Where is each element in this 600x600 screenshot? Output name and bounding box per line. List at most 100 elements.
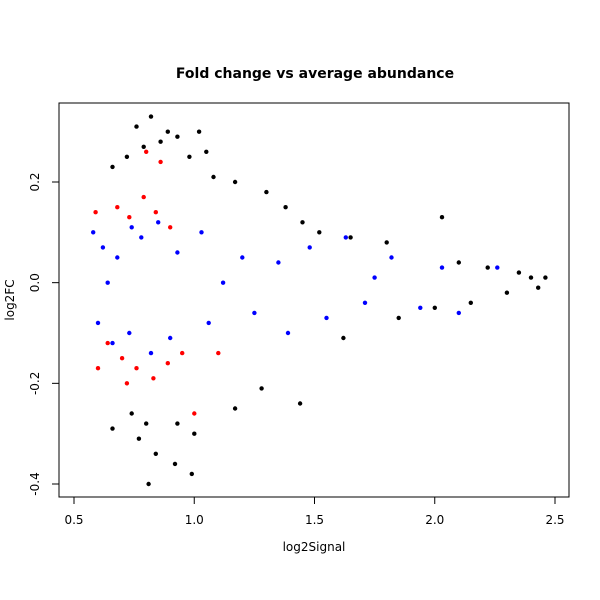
data-point-all-points-28 bbox=[136, 436, 142, 441]
data-point-highlighted-blue-4 bbox=[139, 235, 144, 240]
data-point-all-points-6 bbox=[141, 144, 146, 149]
data-point-all-points-20 bbox=[456, 260, 461, 265]
data-point-highlighted-red-17 bbox=[216, 350, 221, 356]
data-point-highlighted-blue-25 bbox=[418, 305, 423, 310]
x-tick-label-0: 0.5 bbox=[64, 513, 83, 527]
data-point-highlighted-blue-21 bbox=[252, 310, 257, 316]
data-point-highlighted-blue-27 bbox=[105, 280, 110, 285]
data-point-all-points-43 bbox=[536, 285, 541, 290]
data-point-all-points-36 bbox=[259, 386, 264, 391]
data-point-all-points-16 bbox=[317, 230, 322, 235]
data-point-highlighted-blue-22 bbox=[285, 330, 291, 336]
data-point-highlighted-blue-10 bbox=[307, 245, 312, 250]
y-tick-label-2: 0.0 bbox=[28, 273, 42, 292]
data-point-all-points-24 bbox=[543, 275, 548, 280]
data-point-all-points-34 bbox=[146, 481, 151, 487]
x-tick-label-2: 1.5 bbox=[305, 513, 324, 527]
data-point-highlighted-red-11 bbox=[151, 376, 156, 381]
data-point-all-points-12 bbox=[232, 179, 238, 185]
data-point-all-points-11 bbox=[211, 174, 216, 180]
data-point-all-points-37 bbox=[297, 401, 303, 406]
data-point-all-points-1 bbox=[134, 124, 139, 129]
data-point-highlighted-blue-20 bbox=[206, 320, 211, 326]
data-point-all-points-14 bbox=[283, 205, 288, 210]
data-point-all-points-29 bbox=[175, 421, 180, 426]
data-point-all-points-0 bbox=[148, 114, 154, 119]
data-point-all-points-21 bbox=[485, 265, 490, 270]
y-axis: -0.4 -0.2 0.0 0.2 bbox=[28, 172, 60, 496]
data-point-all-points-2 bbox=[165, 129, 170, 134]
y-axis-label: log2FC bbox=[3, 279, 17, 320]
data-point-highlighted-red-5 bbox=[153, 210, 158, 215]
data-point-highlighted-blue-7 bbox=[199, 230, 204, 235]
data-point-highlighted-blue-9 bbox=[276, 260, 281, 265]
data-point-highlighted-red-7 bbox=[93, 210, 98, 215]
data-point-all-points-17 bbox=[348, 235, 353, 240]
data-point-highlighted-blue-1 bbox=[100, 245, 106, 250]
data-point-all-points-10 bbox=[110, 164, 115, 170]
data-point-highlighted-blue-11 bbox=[343, 235, 348, 240]
data-point-all-points-40 bbox=[432, 305, 437, 310]
x-tick-label-4: 2.5 bbox=[545, 513, 564, 527]
data-point-highlighted-blue-13 bbox=[439, 265, 445, 270]
data-point-all-points-25 bbox=[129, 411, 134, 416]
x-axis: 0.5 1.0 1.5 2.0 2.5 bbox=[64, 496, 565, 527]
data-point-all-points-35 bbox=[232, 406, 238, 411]
data-point-all-points-4 bbox=[175, 134, 180, 139]
data-point-highlighted-blue-18 bbox=[148, 350, 154, 356]
data-point-all-points-30 bbox=[192, 431, 197, 436]
x-axis-label: log2Signal bbox=[283, 540, 346, 554]
data-point-all-points-27 bbox=[110, 426, 115, 431]
data-point-highlighted-blue-23 bbox=[324, 315, 329, 321]
data-point-highlighted-blue-16 bbox=[110, 340, 115, 346]
y-tick-label-0: -0.4 bbox=[28, 472, 42, 495]
data-point-all-points-41 bbox=[468, 300, 473, 305]
chart-title: Fold change vs average abundance bbox=[176, 66, 454, 82]
data-point-highlighted-red-1 bbox=[158, 159, 163, 165]
data-point-all-points-3 bbox=[196, 129, 202, 134]
data-point-highlighted-blue-17 bbox=[127, 330, 132, 336]
data-point-highlighted-red-14 bbox=[124, 381, 130, 386]
data-point-all-points-19 bbox=[439, 215, 445, 220]
data-point-all-points-18 bbox=[384, 240, 389, 245]
data-point-all-points-33 bbox=[189, 471, 194, 477]
data-point-highlighted-blue-19 bbox=[168, 335, 173, 341]
data-point-highlighted-red-15 bbox=[95, 366, 101, 371]
data-point-all-points-15 bbox=[300, 220, 305, 225]
data-point-highlighted-blue-2 bbox=[115, 255, 120, 260]
data-point-highlighted-blue-3 bbox=[129, 225, 134, 230]
data-point-highlighted-blue-8 bbox=[240, 255, 245, 260]
data-point-highlighted-blue-5 bbox=[156, 220, 161, 225]
data-point-highlighted-red-16 bbox=[192, 411, 197, 416]
data-point-all-points-32 bbox=[172, 461, 178, 467]
data-point-all-points-38 bbox=[341, 335, 346, 341]
data-point-highlighted-blue-0 bbox=[91, 230, 96, 235]
points-layer bbox=[91, 114, 548, 487]
data-point-highlighted-blue-29 bbox=[372, 275, 377, 280]
y-tick-label-1: -0.2 bbox=[28, 372, 42, 395]
y-tick-label-3: 0.2 bbox=[28, 172, 42, 191]
data-point-all-points-42 bbox=[504, 290, 510, 295]
data-point-highlighted-blue-6 bbox=[175, 250, 180, 255]
data-point-highlighted-red-13 bbox=[180, 350, 185, 356]
x-tick-label-3: 2.0 bbox=[425, 513, 444, 527]
data-point-highlighted-blue-28 bbox=[220, 280, 226, 285]
data-point-highlighted-blue-26 bbox=[456, 310, 461, 316]
data-point-all-points-23 bbox=[528, 275, 534, 280]
data-point-highlighted-red-8 bbox=[105, 340, 110, 346]
data-point-all-points-8 bbox=[124, 154, 130, 159]
data-point-highlighted-red-10 bbox=[134, 366, 139, 371]
data-point-highlighted-blue-15 bbox=[95, 320, 101, 326]
data-point-highlighted-red-12 bbox=[165, 361, 170, 366]
data-point-highlighted-red-9 bbox=[119, 356, 125, 361]
data-point-all-points-26 bbox=[144, 421, 149, 426]
data-point-highlighted-red-4 bbox=[141, 194, 146, 200]
data-point-highlighted-red-6 bbox=[168, 225, 173, 230]
data-point-highlighted-red-0 bbox=[144, 149, 149, 154]
data-point-all-points-9 bbox=[187, 154, 192, 159]
data-point-all-points-22 bbox=[516, 270, 522, 275]
data-point-highlighted-blue-12 bbox=[389, 255, 394, 260]
data-point-all-points-13 bbox=[264, 189, 269, 195]
data-point-all-points-31 bbox=[153, 451, 158, 456]
